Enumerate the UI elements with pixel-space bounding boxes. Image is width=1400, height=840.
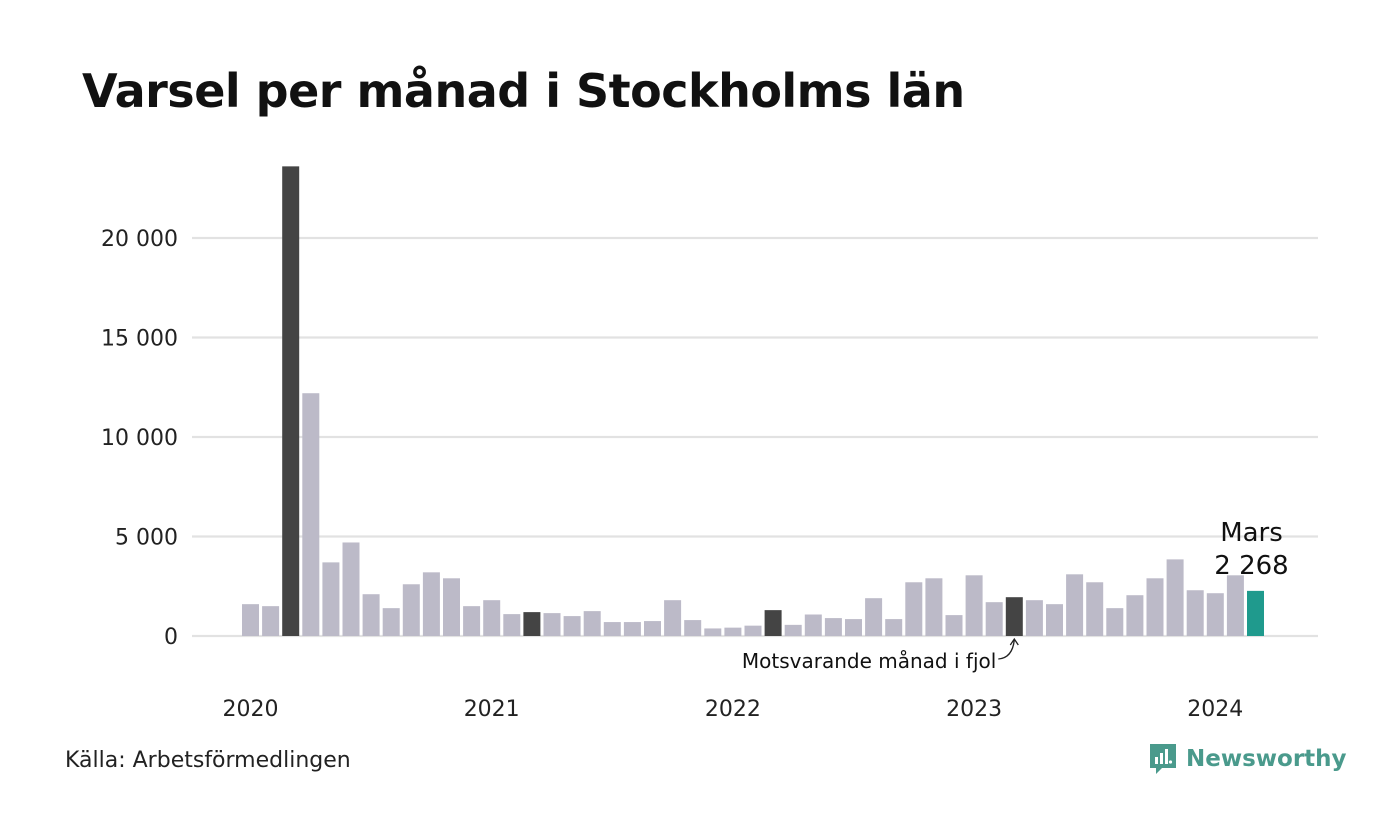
bar-2022-10 [905, 582, 923, 636]
bar-2024-01 [1206, 593, 1224, 636]
x-axis-year-labels: 2020 2021 2022 2023 2024 [223, 697, 1244, 722]
bar-2023-05 [1046, 604, 1063, 636]
bar-2022-06 [824, 618, 842, 636]
bar-2024-03 [1247, 590, 1264, 636]
bar-2021-06 [583, 611, 601, 636]
bar-2021-11 [684, 620, 702, 636]
previous-year-annotation: Motsvarande månad i fjol [742, 649, 996, 673]
bar-2021-08 [623, 622, 641, 636]
bar-2020-05 [322, 562, 340, 636]
bar-2023-04 [1025, 600, 1043, 636]
bar-2023-08 [1106, 608, 1124, 636]
grid-lines [192, 236, 1318, 638]
bar-2022-04 [784, 624, 802, 636]
y-tick-label: 0 [164, 625, 178, 650]
y-tick-label: 20 000 [101, 227, 178, 252]
bar-2022-03 [764, 610, 782, 636]
bar-2021-03 [523, 612, 541, 636]
bar-2021-01 [483, 600, 501, 636]
bar-2020-08 [382, 608, 400, 636]
bar-2023-02 [985, 602, 1003, 636]
bar-2020-11 [443, 578, 460, 636]
annotations: Mars 2 268 Motsvarande månad i fjol [742, 518, 1289, 673]
bar-2021-07 [603, 622, 621, 636]
previous-year-arrowhead [1009, 637, 1019, 646]
x-tick-label: 2021 [464, 697, 520, 722]
bar-2020-01 [242, 604, 259, 636]
bar-2021-12 [704, 628, 722, 636]
bar-2020-10 [422, 572, 440, 636]
y-tick-label: 10 000 [101, 426, 178, 451]
bar-2021-09 [644, 621, 661, 636]
bar-2021-04 [543, 613, 561, 636]
previous-year-arrow [998, 639, 1015, 660]
bar-2023-06 [1066, 574, 1084, 636]
bar-2021-02 [503, 614, 521, 636]
current-month-value-label: 2 268 [1214, 551, 1288, 581]
bar-2020-02 [262, 606, 280, 636]
y-tick-label: 15 000 [101, 327, 178, 352]
bar-2023-07 [1086, 582, 1104, 636]
bars [242, 166, 1264, 637]
y-tick-label: 5 000 [115, 526, 178, 551]
bar-2022-01 [724, 627, 742, 636]
chart-title: Varsel per månad i Stockholms län [82, 64, 965, 118]
logo-text: Newsworthy [1186, 746, 1347, 772]
bar-2023-03 [1005, 597, 1023, 636]
bar-2022-12 [945, 615, 963, 636]
bar-2023-11 [1166, 559, 1184, 636]
bar-2022-11 [925, 578, 943, 636]
x-tick-label: 2022 [705, 697, 761, 722]
y-axis-tick-labels: 0 5 000 10 000 15 000 20 000 [101, 227, 178, 650]
bar-2022-05 [804, 614, 822, 636]
x-tick-label: 2020 [223, 697, 279, 722]
bar-2020-12 [463, 606, 481, 636]
bar-2023-10 [1146, 578, 1164, 636]
bar-2020-06 [342, 542, 360, 636]
bar-2023-01 [965, 575, 983, 636]
x-tick-label: 2024 [1187, 697, 1243, 722]
bar-2022-02 [744, 625, 762, 636]
bar-2022-08 [865, 598, 883, 636]
bar-2022-09 [885, 619, 903, 636]
current-month-label: Mars [1220, 518, 1283, 548]
bar-2023-09 [1126, 595, 1144, 636]
bar-2021-10 [664, 600, 682, 636]
newsworthy-bar-chart-icon [1150, 744, 1176, 774]
x-tick-label: 2023 [946, 697, 1002, 722]
newsworthy-logo: Newsworthy [1148, 742, 1347, 776]
bar-2024-02 [1226, 575, 1244, 636]
bar-2023-12 [1186, 590, 1204, 636]
bar-2022-07 [845, 619, 862, 636]
bar-2020-03 [282, 166, 300, 637]
bar-2021-05 [563, 616, 581, 636]
source-note: Källa: Arbetsförmedlingen [65, 748, 351, 773]
bar-2020-09 [402, 584, 420, 636]
bar-2020-04 [302, 393, 320, 636]
bar-2020-07 [362, 594, 380, 636]
